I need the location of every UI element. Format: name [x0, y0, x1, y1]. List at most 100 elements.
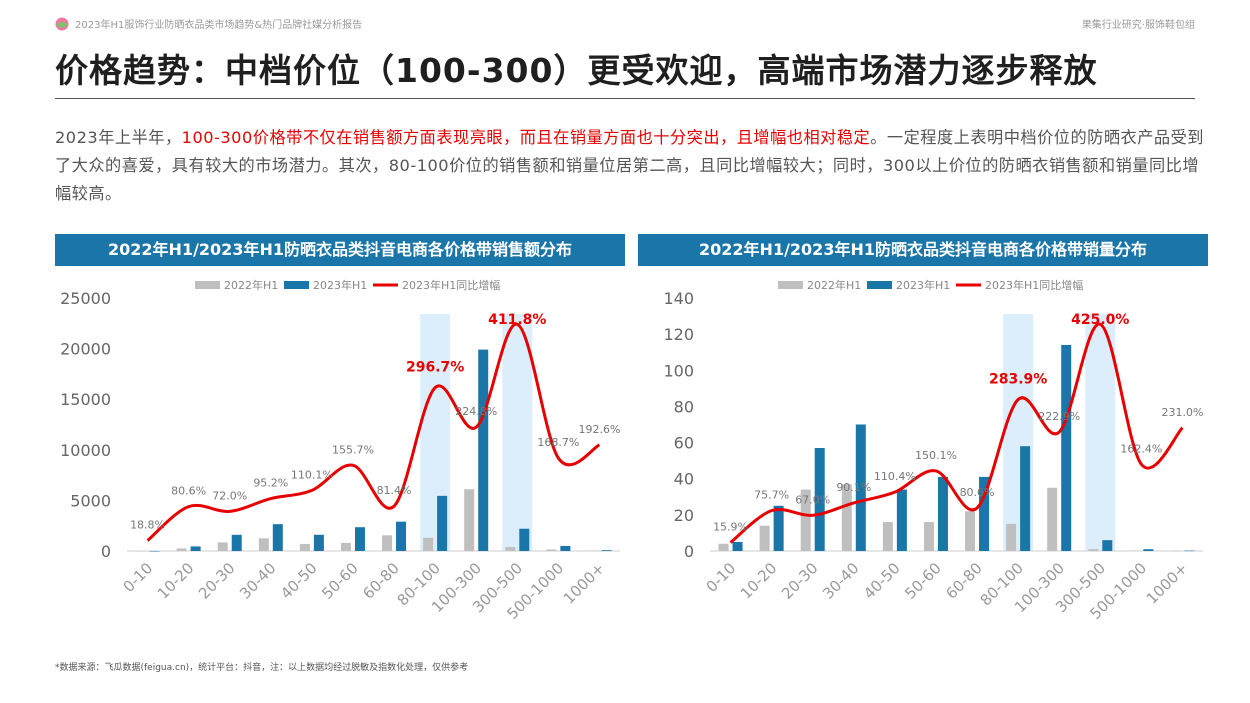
growth-label-emphasized: 411.8% [488, 312, 546, 328]
data-source-footnote: *数据来源：飞瓜数据(feigua.cn)，统计平台：抖音，注：以上数据均经过脱… [55, 663, 469, 673]
legend-swatch [778, 281, 803, 289]
bar-2022h1 [135, 551, 146, 552]
bar-2023h1 [1061, 344, 1072, 551]
bar-2022h1 [340, 542, 351, 551]
x-tick-label: 50-60 [901, 559, 945, 603]
x-tick-label: 10-20 [737, 559, 781, 603]
growth-line [146, 322, 601, 542]
page-title: 价格趋势：中档价位（100-300）更受欢迎，高端市场潜力逐步释放 [55, 51, 1098, 90]
growth-label: 222.9% [1038, 410, 1080, 423]
bar-2022h1 [1088, 549, 1099, 551]
bar-2022h1 [759, 525, 770, 551]
growth-label: 72.0% [212, 489, 247, 502]
growth-label: 15.9% [713, 521, 748, 534]
y-tick-label: 20 [674, 506, 694, 525]
bar-2022h1 [965, 511, 976, 551]
bar-2023h1 [437, 495, 448, 551]
highlight-band [1085, 314, 1116, 551]
bar-2022h1 [299, 543, 310, 551]
bar-2022h1 [464, 489, 475, 551]
x-tick-label: 30-40 [236, 559, 280, 603]
bar-2022h1 [1006, 523, 1017, 551]
summary-body: 。一定程度上表明中档价位的防晒衣产品受到了大众的喜爱，具有较大的市场潜力。其次，… [55, 128, 1204, 203]
x-tick-label: 50-60 [318, 559, 362, 603]
bar-2022h1 [546, 549, 557, 551]
bar-2023h1 [560, 545, 571, 551]
bar-2023h1 [354, 527, 365, 551]
sales-volume-chart-panel: 2022年H1/2023年H1防晒衣品类抖音电商各价格带销量分布 0 20 40 60… [638, 234, 1208, 634]
y-tick-label: 60 [674, 434, 694, 453]
bar-2023h1 [814, 447, 825, 551]
y-tick-label: 10000 [60, 441, 111, 460]
y-tick-label: 0 [684, 542, 694, 561]
x-tick-label: 30-40 [819, 559, 863, 603]
x-tick-label: 0-10 [120, 559, 157, 596]
legend-label: 2023年H1 [896, 278, 950, 292]
title-divider [55, 98, 1195, 99]
legend-label: 2023年H1同比增幅 [402, 278, 500, 292]
sales-amount-chart-panel: 2022年H1/2023年H1防晒衣品类抖音电商各价格带销售额分布 0 5000 1… [55, 234, 625, 634]
bar-2023h1 [396, 521, 407, 551]
bar-2023h1 [601, 550, 612, 551]
x-tick-label: 0-10 [703, 559, 740, 596]
bar-2022h1 [718, 543, 729, 551]
y-tick-label: 5000 [70, 491, 111, 510]
y-tick-label: 100 [663, 361, 694, 380]
x-tick-label: 1000+ [1143, 559, 1192, 608]
bar-2023h1 [896, 489, 907, 551]
bar-2023h1 [1102, 540, 1113, 551]
sales-volume-chart-title: 2022年H1/2023年H1防晒衣品类抖音电商各价格带销量分布 [638, 234, 1208, 266]
growth-label: 75.7% [754, 489, 789, 502]
y-tick-label: 0 [101, 542, 111, 561]
growth-label: 80.6% [171, 485, 206, 498]
growth-label: 110.1% [291, 468, 333, 481]
bar-2023h1 [478, 349, 489, 551]
y-tick-label: 15000 [60, 390, 111, 409]
growth-label: 168.7% [537, 436, 579, 449]
growth-label: 80.6% [960, 486, 995, 499]
bar-2022h1 [923, 522, 934, 551]
growth-line [729, 322, 1184, 544]
growth-label: 231.0% [1161, 406, 1203, 419]
x-tick-label: 20-30 [778, 559, 822, 603]
x-tick-label: 1000+ [560, 559, 609, 608]
report-title: 2023年H1服饰行业防晒衣品类市场趋势&热门品牌社媒分析报告 [75, 20, 363, 31]
growth-label: 18.8% [130, 519, 165, 532]
bar-2023h1 [979, 476, 990, 551]
growth-label: 67.0% [795, 493, 830, 506]
growth-label-emphasized: 425.0% [1071, 312, 1129, 328]
growth-label: 162.4% [1120, 442, 1162, 455]
growth-label: 192.6% [578, 423, 620, 436]
growth-label: 224.8% [455, 405, 497, 418]
bar-2023h1 [519, 528, 530, 551]
x-tick-label: 20-30 [195, 559, 239, 603]
bar-2023h1 [190, 546, 201, 551]
bar-2022h1 [1170, 550, 1181, 552]
brand-logo-icon [55, 17, 69, 31]
bar-2022h1 [841, 484, 852, 551]
bar-2023h1 [231, 534, 242, 551]
legend-swatch [284, 281, 309, 289]
top-bar: 2023年H1服饰行业防晒衣品类市场趋势&热门品牌社媒分析报告 果集行业研究·服… [55, 16, 1195, 32]
y-tick-label: 40 [674, 470, 694, 489]
growth-label: 90.1% [836, 481, 871, 494]
bar-2023h1 [1020, 446, 1031, 551]
bar-2023h1 [1184, 550, 1195, 552]
bar-2022h1 [176, 548, 187, 551]
bar-2023h1 [855, 424, 866, 551]
legend-label: 2023年H1同比增幅 [985, 278, 1083, 292]
sales-volume-chart: 0 20 40 60 80 100 120 140 15.9% 75.7% 67.0% 90.1%11… [663, 278, 1203, 623]
growth-label: 150.1% [915, 449, 957, 462]
bar-2022h1 [382, 535, 393, 551]
bar-2023h1 [732, 541, 743, 551]
bar-2023h1 [1143, 549, 1154, 551]
y-tick-label: 25000 [60, 289, 111, 308]
sales-amount-chart-title: 2022年H1/2023年H1防晒衣品类抖音电商各价格带销售额分布 [55, 234, 625, 266]
growth-label: 155.7% [332, 443, 374, 456]
bar-2022h1 [423, 537, 434, 551]
org-name: 果集行业研究·服饰鞋包组 [1081, 20, 1195, 31]
bar-2022h1 [505, 546, 516, 551]
legend-label: 2023年H1 [313, 278, 367, 292]
bar-2023h1 [149, 551, 160, 552]
legend-swatch [195, 281, 220, 289]
